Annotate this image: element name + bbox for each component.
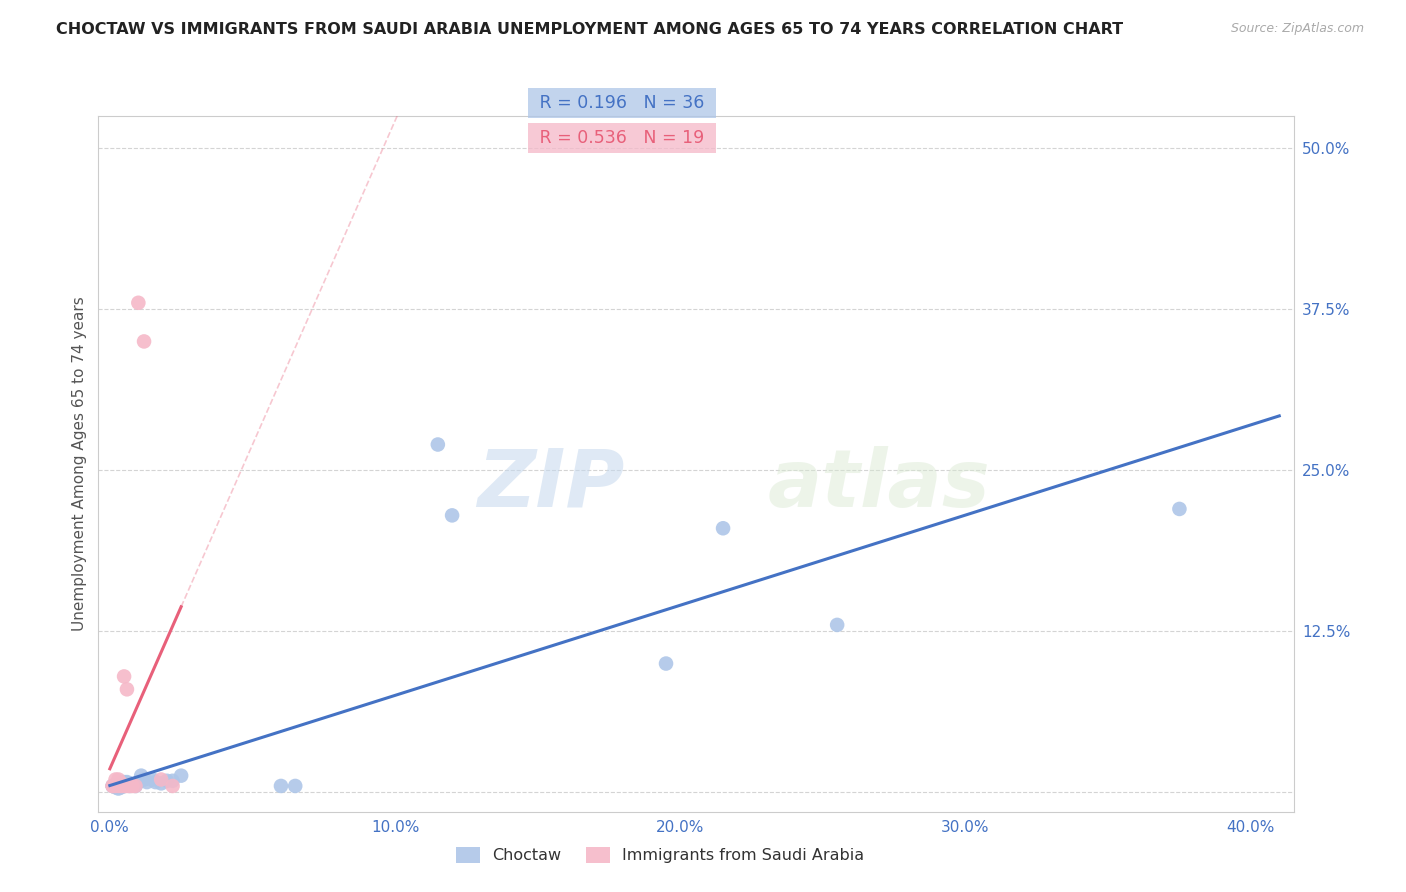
Text: atlas: atlas [768, 446, 990, 524]
Point [107, 781, 129, 796]
Point [112, 778, 135, 792]
Text: Source: ZipAtlas.com: Source: ZipAtlas.com [1230, 22, 1364, 36]
Point [170, 769, 193, 783]
Point [107, 772, 129, 787]
Point [284, 779, 307, 793]
Point [162, 779, 184, 793]
Y-axis label: Unemployment Among Ages 65 to 74 years: Unemployment Among Ages 65 to 74 years [72, 296, 87, 632]
Point [162, 773, 184, 788]
Point [156, 773, 179, 788]
Point [121, 779, 143, 793]
Point [115, 775, 138, 789]
Point [121, 778, 143, 792]
Point [127, 295, 149, 310]
Point [101, 779, 124, 793]
Text: R = 0.536   N = 19: R = 0.536 N = 19 [534, 129, 710, 147]
Point [110, 776, 132, 790]
Point [270, 779, 292, 793]
Point [1168, 502, 1191, 516]
Point [426, 437, 449, 451]
Point [104, 779, 127, 793]
Point [150, 772, 173, 787]
Point [112, 775, 135, 789]
Point [101, 779, 124, 793]
Point [711, 521, 734, 535]
Point [127, 775, 149, 789]
Point [825, 618, 848, 632]
Legend: Choctaw, Immigrants from Saudi Arabia: Choctaw, Immigrants from Saudi Arabia [450, 841, 870, 870]
Point [142, 772, 165, 787]
Point [655, 657, 678, 671]
Point [110, 780, 132, 795]
Point [124, 779, 146, 793]
Point [129, 769, 152, 783]
Point [115, 779, 138, 793]
Point [104, 772, 127, 787]
Point [104, 779, 127, 793]
Point [101, 779, 124, 793]
Point [112, 779, 135, 793]
Point [118, 779, 141, 793]
Point [112, 669, 135, 683]
Point [107, 780, 129, 795]
Point [110, 779, 132, 793]
Point [118, 776, 141, 790]
Text: R = 0.196   N = 36: R = 0.196 N = 36 [534, 94, 710, 112]
Point [104, 780, 127, 795]
Text: ZIP: ZIP [477, 446, 624, 524]
Point [441, 508, 464, 523]
Point [132, 772, 155, 787]
Point [112, 779, 135, 793]
Point [124, 779, 146, 793]
Point [101, 779, 124, 793]
Point [115, 778, 138, 792]
Point [110, 779, 132, 793]
Point [115, 682, 138, 697]
Point [135, 775, 157, 789]
Point [107, 779, 129, 793]
Point [118, 779, 141, 793]
Text: CHOCTAW VS IMMIGRANTS FROM SAUDI ARABIA UNEMPLOYMENT AMONG AGES 65 TO 74 YEARS C: CHOCTAW VS IMMIGRANTS FROM SAUDI ARABIA … [56, 22, 1123, 37]
Point [145, 775, 167, 789]
Point [107, 779, 129, 793]
Point [150, 776, 173, 790]
Point [132, 334, 155, 349]
